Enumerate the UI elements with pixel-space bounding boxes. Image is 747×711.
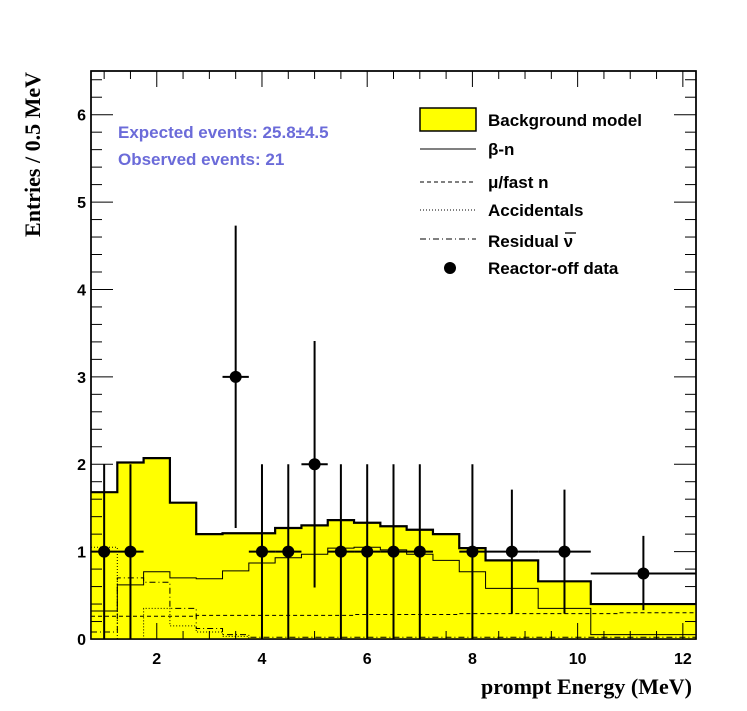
y-tick-label: 1 xyxy=(77,545,86,562)
y-axis-title: Entries / 0.5 MeV xyxy=(20,72,45,237)
data-point-2 xyxy=(222,225,249,529)
legend-swatch-background xyxy=(419,107,477,132)
y-tick-label: 2 xyxy=(77,457,86,474)
data-point-marker xyxy=(282,545,295,558)
reactor-off-data-series xyxy=(91,225,696,639)
y-tick-label: 5 xyxy=(77,195,86,212)
data-point-7 xyxy=(354,464,381,639)
data-point-5 xyxy=(301,341,328,588)
data-point-marker xyxy=(413,545,426,558)
y-tick-label: 6 xyxy=(77,108,86,125)
data-point-marker xyxy=(255,545,268,558)
x-axis-title: prompt Energy (MeV) xyxy=(481,674,692,699)
expected-events-label: Expected events: 25.8±4.5 xyxy=(118,123,329,142)
data-point-marker xyxy=(361,545,374,558)
legend-label-residual-nu: Residual ν xyxy=(488,232,573,251)
data-point-13 xyxy=(590,535,696,611)
data-point-marker xyxy=(124,545,137,558)
legend-label-background: Background model xyxy=(488,111,642,130)
residual-nu-series xyxy=(91,577,696,638)
data-point-9 xyxy=(406,464,433,639)
beta-n-line xyxy=(91,546,696,636)
x-tick-label: 10 xyxy=(569,651,587,668)
accidentals-series xyxy=(91,546,696,640)
legend-label-accidentals: Accidentals xyxy=(488,201,583,220)
data-point-3 xyxy=(248,464,276,639)
residual-nu-line xyxy=(91,577,696,638)
data-point-6 xyxy=(327,464,355,639)
y-tick-label: 0 xyxy=(77,632,86,649)
x-tick-label: 4 xyxy=(258,651,267,668)
data-point-marker xyxy=(558,545,571,558)
data-point-marker xyxy=(637,567,650,580)
data-point-marker xyxy=(505,545,518,558)
plot-frame-top xyxy=(90,70,697,640)
data-point-10 xyxy=(459,464,486,639)
data-point-11 xyxy=(485,489,539,614)
x-tick-label: 8 xyxy=(468,651,477,668)
legend: Background model β-n μ/fast n Accidental… xyxy=(419,107,642,278)
data-point-marker xyxy=(334,545,347,558)
data-point-marker xyxy=(229,370,242,383)
data-point-4 xyxy=(275,464,302,639)
legend-label-mu-fast-n: μ/fast n xyxy=(488,173,548,192)
y-tick-label: 4 xyxy=(77,282,86,299)
data-point-12 xyxy=(538,489,591,614)
beta-n-series xyxy=(91,546,696,636)
data-point-marker xyxy=(308,458,321,471)
data-point-marker xyxy=(466,545,479,558)
observed-events-label: Observed events: 21 xyxy=(118,150,284,169)
x-tick-label: 2 xyxy=(152,651,161,668)
accidentals-line xyxy=(91,546,696,640)
y-tick-label: 3 xyxy=(77,370,86,387)
data-point-1 xyxy=(117,464,144,639)
data-point-8 xyxy=(380,464,407,639)
legend-label-data: Reactor-off data xyxy=(488,259,619,278)
data-point-marker xyxy=(387,545,400,558)
legend-swatch-data xyxy=(444,262,456,274)
x-tick-label: 6 xyxy=(363,651,372,668)
x-tick-label: 12 xyxy=(674,651,692,668)
legend-label-beta-n: β-n xyxy=(488,140,514,159)
